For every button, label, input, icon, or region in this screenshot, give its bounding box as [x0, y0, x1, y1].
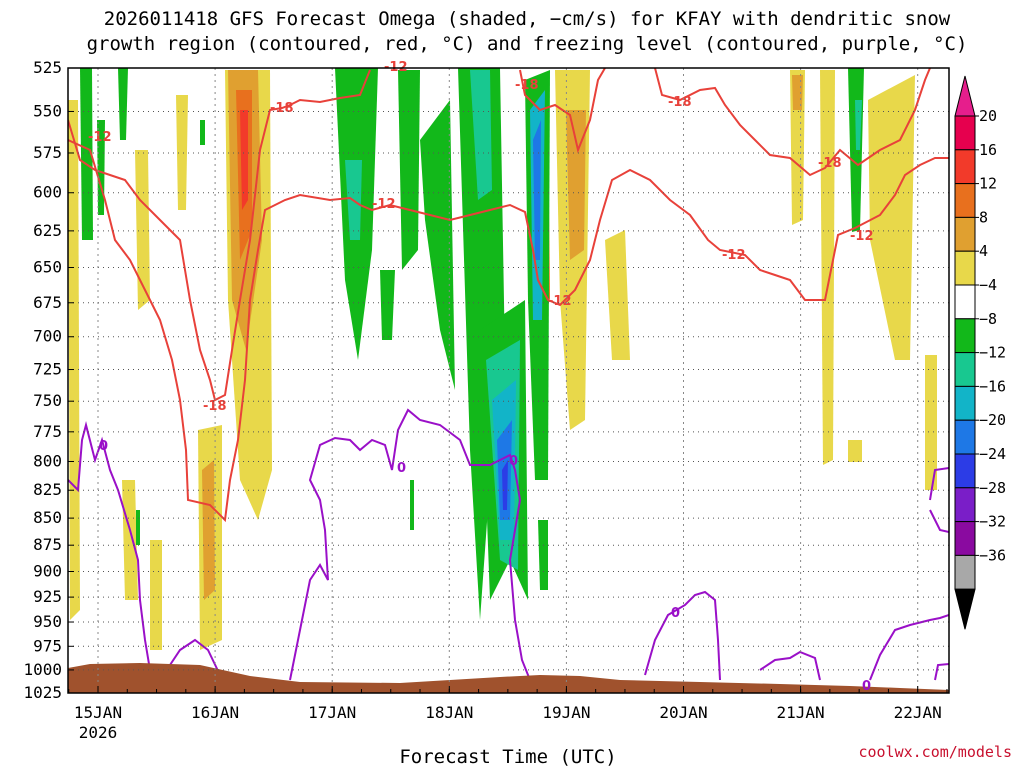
- y-tick-label: 825: [33, 480, 62, 499]
- x-tick-label: 20JAN: [659, 703, 707, 722]
- y-tick-label: 950: [33, 612, 62, 631]
- colorbar-segment: [954, 487, 976, 523]
- x-axis-title: Forecast Time (UTC): [399, 746, 616, 768]
- colorbar-label: 16: [979, 141, 997, 159]
- colorbar-label: 12: [979, 175, 997, 193]
- freezing-contours: [68, 408, 949, 681]
- y-tick-label: 875: [33, 535, 62, 554]
- colorbar-segment: [954, 183, 976, 218]
- contour-label: -18: [515, 78, 539, 93]
- x-axis-year-label: 2026: [79, 723, 118, 742]
- y-tick-label: 1000: [23, 660, 62, 679]
- colorbar-label: 8: [979, 208, 988, 226]
- colorbar-label: 20: [979, 107, 997, 125]
- x-tick-label: 18JAN: [425, 703, 473, 722]
- x-tick-label: 19JAN: [542, 703, 590, 722]
- colorbar-label: −36: [979, 546, 1006, 564]
- terrain-surface: [68, 663, 949, 693]
- colorbar-label: −32: [979, 513, 1006, 531]
- y-tick-label: 1025: [23, 683, 62, 702]
- grid-lines: [68, 68, 949, 693]
- omega-shading: [68, 68, 937, 650]
- colorbar-segment: [954, 453, 976, 489]
- y-tick-label: 550: [33, 101, 62, 120]
- y-tick-label: 575: [33, 143, 62, 162]
- chart-title-line-1: 2026011418 GFS Forecast Omega (shaded, −…: [104, 8, 951, 30]
- y-tick-label: 675: [33, 293, 62, 312]
- colorbar-label: −28: [979, 479, 1006, 497]
- chart-title-line-2: growth region (contoured, red, °C) and f…: [87, 33, 968, 55]
- y-tick-label: 900: [33, 562, 62, 581]
- colorbar-segment: [954, 554, 976, 590]
- colorbar-label: −20: [979, 411, 1006, 429]
- y-tick-label: 625: [33, 221, 62, 240]
- colorbar-segment: [954, 385, 976, 421]
- contour-label: 0: [862, 679, 871, 694]
- colorbar: 20 16 12 8 4 −4 −8 −12 −16 −20 −24 −28 −32 −36: [954, 75, 1006, 630]
- colorbar-label: 4: [979, 242, 988, 260]
- y-tick-label: 750: [33, 391, 62, 410]
- colorbar-segment: [954, 318, 976, 354]
- credit-text: coolwx.com/models: [858, 743, 1012, 761]
- colorbar-segment: [954, 115, 976, 151]
- y-tick-label: 925: [33, 587, 62, 606]
- plot-content: [68, 68, 949, 693]
- plot-frame: [67, 67, 950, 694]
- contour-label: -12: [372, 197, 396, 212]
- y-tick-label: 600: [33, 183, 62, 202]
- contour-label: 0: [671, 606, 680, 621]
- contour-label: 0: [99, 439, 108, 454]
- y-tick-label: 725: [33, 360, 62, 379]
- colorbar-label: −4: [979, 276, 997, 294]
- x-tick-label: 15JAN: [74, 703, 122, 722]
- y-axis: 525 550 575 600 625 650 675 700 725 750 775 800 825 8…: [23, 58, 74, 702]
- colorbar-segment: [954, 521, 976, 556]
- contour-label: -12: [850, 229, 874, 244]
- x-tick-label: 22JAN: [894, 703, 942, 722]
- x-tick-label: 21JAN: [777, 703, 825, 722]
- colorbar-top-arrow: [954, 75, 976, 117]
- colorbar-segment: [954, 352, 976, 387]
- colorbar-segment: [954, 419, 976, 455]
- contour-label: -18: [270, 101, 294, 116]
- contour-label: -18: [818, 156, 842, 171]
- colorbar-bottom-arrow: [954, 588, 976, 630]
- contour-label: -12: [722, 248, 746, 263]
- x-axis: 15JAN 16JAN 17JAN 18JAN 19JAN 20JAN 21JAN 22JAN: [68, 686, 948, 722]
- y-tick-label: 975: [33, 636, 62, 655]
- y-tick-label: 525: [33, 58, 62, 77]
- y-tick-label: 775: [33, 422, 62, 441]
- colorbar-segment: [954, 284, 976, 320]
- y-tick-label: 850: [33, 508, 62, 527]
- contour-label: -18: [203, 399, 227, 414]
- contour-label: 0: [397, 461, 406, 476]
- colorbar-label: −24: [979, 445, 1006, 463]
- colorbar-segment: [954, 216, 976, 252]
- colorbar-label: −16: [979, 377, 1006, 395]
- y-tick-label: 650: [33, 258, 62, 277]
- y-tick-label: 800: [33, 451, 62, 470]
- contour-label: -18: [668, 95, 692, 110]
- contour-label: -12: [88, 130, 112, 145]
- x-tick-label: 16JAN: [191, 703, 239, 722]
- colorbar-label: −8: [979, 310, 997, 328]
- x-tick-label: 17JAN: [308, 703, 356, 722]
- contour-label: -12: [548, 294, 572, 309]
- y-tick-label: 700: [33, 327, 62, 346]
- colorbar-label: −12: [979, 344, 1006, 362]
- colorbar-segment: [954, 149, 976, 185]
- dendritic-contours: [68, 68, 949, 523]
- colorbar-segment: [954, 250, 976, 286]
